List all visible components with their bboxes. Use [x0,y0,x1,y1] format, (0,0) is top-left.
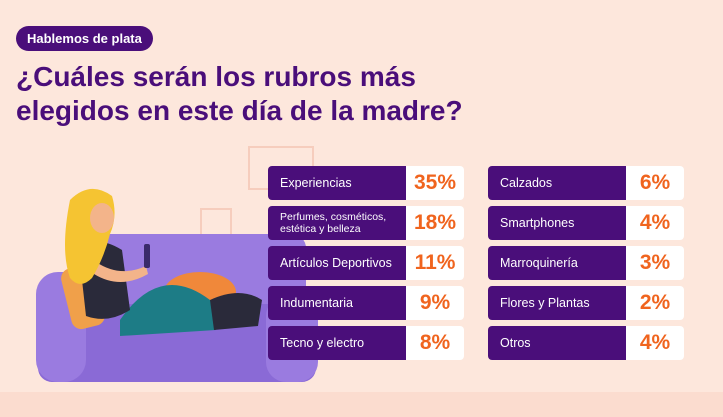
table-row: Marroquinería 3% [488,246,684,280]
percentage-value: 2% [626,286,684,320]
category-label: Perfumes, cosméticos, estética y belleza [268,206,406,240]
percentage-value: 3% [626,246,684,280]
percentage-value: 9% [406,286,464,320]
percentage-value: 6% [626,166,684,200]
percentage-value: 35% [406,166,464,200]
percentage-value: 18% [406,206,464,240]
category-label: Indumentaria [268,286,406,320]
category-label: Smartphones [488,206,626,240]
rubros-table: Experiencias 35% Perfumes, cosméticos, e… [268,166,686,360]
category-label: Tecno y electro [268,326,406,360]
page-title: ¿Cuáles serán los rubros más elegidos en… [16,61,463,126]
table-row: Artículos Deportivos 11% [268,246,464,280]
table-row: Flores y Plantas 2% [488,286,684,320]
category-label: Otros [488,326,626,360]
percentage-value: 11% [406,246,464,280]
percentage-value: 4% [626,326,684,360]
table-row: Tecno y electro 8% [268,326,464,360]
table-row: Calzados 6% [488,166,684,200]
category-label: Flores y Plantas [488,286,626,320]
table-row: Otros 4% [488,326,684,360]
table-row: Experiencias 35% [268,166,464,200]
table-row: Indumentaria 9% [268,286,464,320]
table-row: Smartphones 4% [488,206,684,240]
percentage-value: 4% [626,206,684,240]
category-label: Experiencias [268,166,406,200]
category-label: Artículos Deportivos [268,246,406,280]
decor-floor [0,392,723,417]
percentage-value: 8% [406,326,464,360]
category-label: Marroquinería [488,246,626,280]
category-label: Calzados [488,166,626,200]
table-row: Perfumes, cosméticos, estética y belleza… [268,206,464,240]
section-badge: Hablemos de plata [16,26,153,51]
